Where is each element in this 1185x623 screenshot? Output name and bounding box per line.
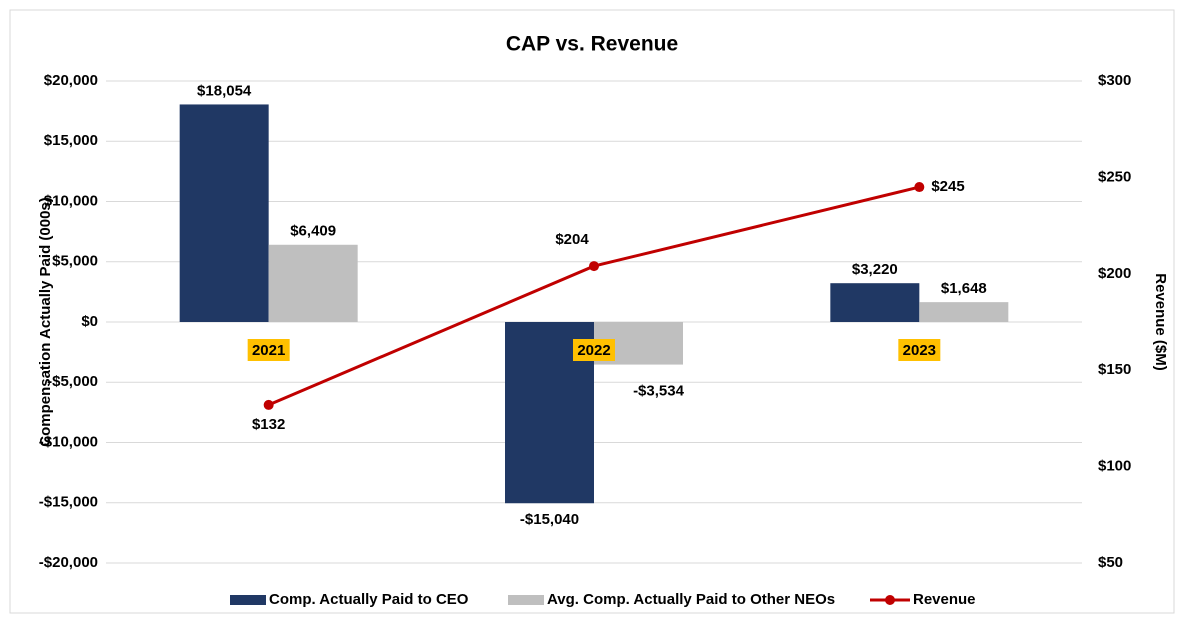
line-point	[914, 182, 925, 193]
y2-tick-label: $250	[1098, 168, 1131, 185]
y-tick-label: -$20,000	[39, 554, 98, 571]
y-tick-label: -$15,000	[39, 494, 98, 511]
y2-tick-label: $50	[1098, 554, 1123, 571]
category-highlight	[573, 339, 615, 361]
data-label: $245	[931, 178, 964, 195]
chart-title: CAP vs. Revenue	[506, 33, 678, 56]
y2-tick-label: $300	[1098, 72, 1131, 89]
y2-tick-label: $200	[1098, 265, 1131, 282]
y2-tick-label: $150	[1098, 361, 1131, 378]
x-tick-label: 2021	[252, 342, 285, 359]
legend-swatch	[230, 595, 266, 605]
bar	[268, 244, 358, 322]
y-tick-label: $10,000	[44, 192, 98, 209]
legend-swatch	[885, 595, 895, 605]
y-tick-label: $15,000	[44, 132, 98, 149]
bar	[919, 302, 1009, 322]
line-point	[263, 399, 274, 410]
legend-swatch	[508, 595, 544, 605]
data-label: $3,220	[852, 261, 898, 278]
y2-tick-label: $100	[1098, 458, 1131, 475]
y-tick-label: -$10,000	[39, 433, 98, 450]
data-label: $204	[555, 231, 589, 248]
y-tick-label: $0	[81, 313, 98, 330]
data-label: $18,054	[197, 82, 252, 99]
legend-label: Revenue	[913, 591, 976, 608]
y2-axis-label: Revenue ($M)	[1152, 273, 1169, 371]
category-highlight	[898, 339, 941, 361]
category-highlight	[247, 339, 290, 361]
data-label: $1,648	[941, 280, 987, 297]
legend-label: Avg. Comp. Actually Paid to Other NEOs	[547, 591, 835, 608]
y-tick-label: $20,000	[44, 72, 98, 89]
y-tick-label: $5,000	[52, 253, 98, 270]
y-axis-label: Compensation Actually Paid (000s)	[37, 197, 54, 447]
legend-label: Comp. Actually Paid to CEO	[269, 591, 469, 608]
bar	[830, 283, 920, 322]
data-label: $132	[252, 416, 285, 433]
x-tick-label: 2022	[577, 342, 610, 359]
data-label: -$15,040	[520, 511, 579, 528]
data-label: -$3,534	[633, 383, 685, 400]
y-tick-label: -$5,000	[47, 373, 98, 390]
data-label: $6,409	[290, 223, 336, 240]
bar	[179, 104, 269, 322]
line-point	[589, 261, 599, 272]
x-tick-label: 2023	[903, 342, 936, 359]
